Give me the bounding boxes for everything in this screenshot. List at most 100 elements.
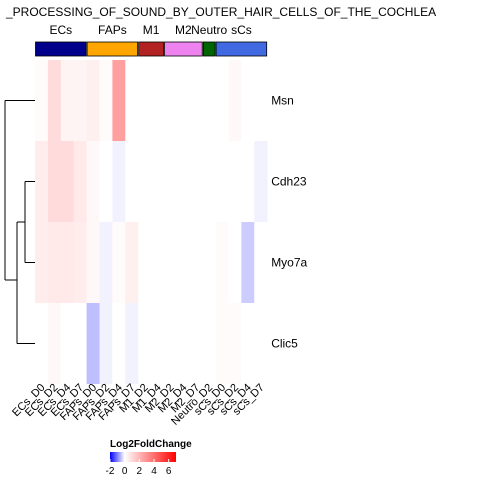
cell-Msn-ECs_D0 xyxy=(35,60,49,141)
legend-color-bar xyxy=(110,452,176,462)
group-label-Neutro: Neutro xyxy=(191,23,227,37)
cell-Cdh23-FAPs_D0 xyxy=(86,141,100,222)
cell-Clic5-FAPs_D4 xyxy=(112,303,126,384)
cell-Myo7a-FAPs_D0 xyxy=(86,222,100,303)
cell-Msn-ECs_D7 xyxy=(73,60,87,141)
cell-Clic5-ECs_D2 xyxy=(47,303,62,384)
cell-Cdh23-FAPs_D4 xyxy=(112,141,126,222)
legend-title: Log2FoldChange xyxy=(110,439,192,450)
cell-Cdh23-ECs_D2 xyxy=(47,141,62,222)
cell-Myo7a-M1_D4 xyxy=(151,222,165,303)
cell-Clic5-ECs_D0 xyxy=(35,303,49,384)
cell-Myo7a-M2_D7 xyxy=(189,222,204,303)
row-label-Cdh23: Cdh23 xyxy=(271,175,307,189)
cell-Myo7a-Neutro_D2 xyxy=(202,222,216,303)
cell-Clic5-sCs_D0 xyxy=(215,303,229,384)
legend-tick--2: -2 xyxy=(106,466,115,477)
heatmap-cells xyxy=(35,60,268,384)
cell-Myo7a-sCs_D7 xyxy=(254,222,268,303)
cell-Clic5-M1_D2 xyxy=(138,303,152,384)
cell-Myo7a-FAPs_D4 xyxy=(112,222,126,303)
column-labels: ECs_D0ECs_D2ECs_D4ECs_D7FAPs_D0FAPs_D2FA… xyxy=(10,382,267,428)
cell-Msn-FAPs_D7 xyxy=(125,60,139,141)
cell-Cdh23-sCs_D7 xyxy=(254,141,268,222)
cell-Myo7a-sCs_D4 xyxy=(241,222,255,303)
group-bar-ECs xyxy=(35,41,87,57)
cell-Cdh23-sCs_D2 xyxy=(228,141,242,222)
cell-Cdh23-M1_D4 xyxy=(151,141,165,222)
chart-title: _PROCESSING_OF_SOUND_BY_OUTER_HAIR_CELLS… xyxy=(5,5,436,19)
group-label-sCs: sCs xyxy=(231,23,252,37)
cell-Myo7a-sCs_D0 xyxy=(215,222,229,303)
legend-tick-4: 4 xyxy=(151,466,157,477)
cell-Myo7a-ECs_D7 xyxy=(73,222,87,303)
group-bar-M2 xyxy=(164,41,203,57)
cell-Clic5-M1_D4 xyxy=(151,303,165,384)
cell-Clic5-Neutro_D2 xyxy=(202,303,216,384)
cell-Msn-M2_D7 xyxy=(189,60,204,141)
group-bar-Neutro xyxy=(202,41,216,57)
cell-Cdh23-Neutro_D2 xyxy=(202,141,216,222)
row-label-Clic5: Clic5 xyxy=(271,337,298,351)
cell-Myo7a-M2_D4 xyxy=(176,222,191,303)
group-bar-FAPs xyxy=(86,41,139,57)
group-label-M1: M1 xyxy=(143,23,160,37)
cell-Myo7a-FAPs_D2 xyxy=(99,222,113,303)
row-dendrogram xyxy=(4,100,35,344)
cell-Myo7a-ECs_D2 xyxy=(47,222,62,303)
group-label-FAPs: FAPs xyxy=(98,23,127,37)
cell-Clic5-FAPs_D7 xyxy=(125,303,139,384)
cell-Cdh23-M2_D2 xyxy=(164,141,178,222)
row-labels: Msn Cdh23 Myo7a Clic5 xyxy=(271,94,307,351)
cell-Msn-Neutro_D2 xyxy=(202,60,216,141)
legend-tick-0: 0 xyxy=(122,466,128,477)
column-group-annotations: ECs FAPs M1 M2 Neutro sCs xyxy=(35,23,268,57)
cell-Cdh23-M1_D2 xyxy=(138,141,152,222)
cell-Clic5-sCs_D7 xyxy=(254,303,268,384)
cell-Myo7a-ECs_D0 xyxy=(35,222,49,303)
cell-Msn-M2_D4 xyxy=(176,60,191,141)
cell-Cdh23-FAPs_D7 xyxy=(125,141,139,222)
cell-Cdh23-sCs_D4 xyxy=(241,141,255,222)
cell-Clic5-ECs_D7 xyxy=(73,303,87,384)
cell-Clic5-M2_D2 xyxy=(164,303,178,384)
cell-Cdh23-ECs_D0 xyxy=(35,141,49,222)
row-label-Msn: Msn xyxy=(271,94,294,108)
cell-Myo7a-ECs_D4 xyxy=(60,222,75,303)
cell-Msn-sCs_D7 xyxy=(254,60,268,141)
cell-Clic5-sCs_D4 xyxy=(241,303,255,384)
cell-Msn-M1_D4 xyxy=(151,60,165,141)
cell-Msn-sCs_D0 xyxy=(215,60,229,141)
cell-Clic5-M2_D7 xyxy=(189,303,204,384)
cell-Cdh23-ECs_D4 xyxy=(60,141,75,222)
cell-Cdh23-sCs_D0 xyxy=(215,141,229,222)
cell-Msn-M1_D2 xyxy=(138,60,152,141)
color-legend: Log2FoldChange -2 0 2 4 6 xyxy=(106,439,193,477)
group-bar-M1 xyxy=(138,41,164,57)
cell-Msn-ECs_D2 xyxy=(47,60,62,141)
group-bar-sCs xyxy=(215,41,268,57)
cell-Cdh23-ECs_D7 xyxy=(73,141,87,222)
cell-Clic5-sCs_D2 xyxy=(228,303,242,384)
cell-Clic5-FAPs_D2 xyxy=(99,303,113,384)
cell-Myo7a-FAPs_D7 xyxy=(125,222,139,303)
legend-tick-2: 2 xyxy=(137,466,143,477)
cell-Clic5-M2_D4 xyxy=(176,303,191,384)
cell-Cdh23-M2_D7 xyxy=(189,141,204,222)
cell-Msn-FAPs_D2 xyxy=(99,60,113,141)
cell-Clic5-FAPs_D0 xyxy=(86,303,100,384)
cell-Msn-M2_D2 xyxy=(164,60,178,141)
row-label-Myo7a: Myo7a xyxy=(271,256,307,270)
cell-Msn-sCs_D2 xyxy=(228,60,242,141)
cell-Msn-sCs_D4 xyxy=(241,60,255,141)
group-label-ECs: ECs xyxy=(49,23,72,37)
cell-Myo7a-sCs_D2 xyxy=(228,222,242,303)
cell-Msn-ECs_D4 xyxy=(60,60,75,141)
cell-Myo7a-M2_D2 xyxy=(164,222,178,303)
legend-tick-6: 6 xyxy=(166,466,172,477)
cell-Clic5-ECs_D4 xyxy=(60,303,75,384)
cell-Myo7a-M1_D2 xyxy=(138,222,152,303)
group-label-M2: M2 xyxy=(175,23,192,37)
cell-Cdh23-FAPs_D2 xyxy=(99,141,113,222)
